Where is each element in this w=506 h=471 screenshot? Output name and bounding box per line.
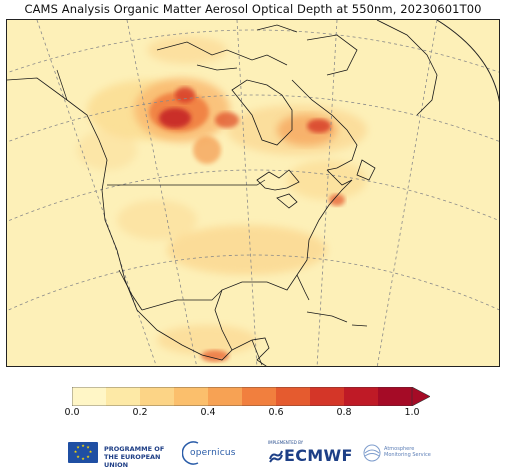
copernicus-icon [182,441,199,465]
aerosol-field [77,36,367,355]
colorbar-cell [174,387,209,406]
colorbar-cell [344,387,379,406]
copernicus-wordmark: opernicus [190,448,236,458]
atmosphere-icon [363,444,381,462]
colorbar-cell [106,387,141,406]
colorbar-tick-label: 1.0 [404,407,420,418]
svg-text:★: ★ [81,456,85,461]
atmosphere-line-1: Atmosphere [384,446,415,452]
colorbar-tick-label: 0.2 [132,407,148,418]
atmosphere-line-2: Monitoring Service [384,452,431,458]
eu-flag-icon: ★ ★ ★ ★ ★ ★ ★ ★ [68,442,98,463]
colorbar-cell [72,387,107,406]
svg-text:★: ★ [89,449,93,454]
map-canvas [7,20,499,366]
colorbar-tick-label: 0.8 [336,407,352,418]
colorbar-cell [310,387,345,406]
ecmwf-logo: ECMWF [268,446,352,465]
svg-text:★: ★ [76,445,80,450]
svg-text:★: ★ [76,454,80,459]
colorbar-tick-label: 0.4 [200,407,216,418]
colorbar-cell [242,387,277,406]
ecmwf-icon [269,450,283,463]
colorbar-tick-label: 0.6 [268,407,284,418]
eu-programme-text: PROGRAMME OF THE EUROPEAN UNION [104,445,184,469]
smoke-plume-west [134,78,239,164]
colorbar-tick-label: 0.0 [64,407,80,418]
svg-text:★: ★ [81,443,85,448]
coastlines [7,20,438,366]
colorbar-extend-arrow [412,387,430,406]
atmosphere-text: Atmosphere Monitoring Service [384,446,431,458]
eu-line-2: THE EUROPEAN UNION [104,453,161,469]
svg-text:★: ★ [74,449,78,454]
map-panel [6,19,500,367]
colorbar [72,387,430,406]
svg-text:★: ★ [86,454,90,459]
colorbar-cell [140,387,175,406]
svg-text:★: ★ [86,445,90,450]
ecmwf-wordmark: ECMWF [284,446,353,465]
globe-edge [436,20,499,103]
colorbar-cell [378,387,413,406]
borders [56,69,266,366]
map-title: CAMS Analysis Organic Matter Aerosol Opt… [24,2,482,16]
logo-strip: ★ ★ ★ ★ ★ ★ ★ ★ PROGRAMME OF THE EUROPEAN UNI… [0,436,506,470]
implemented-by-text: IMPLEMENTED BY [268,440,304,445]
copernicus-logo: opernicus [182,439,240,467]
colorbar-cell [276,387,311,406]
atmosphere-logo: Atmosphere Monitoring Service [362,440,442,468]
colorbar-cell [208,387,243,406]
eu-line-1: PROGRAMME OF [104,445,165,453]
